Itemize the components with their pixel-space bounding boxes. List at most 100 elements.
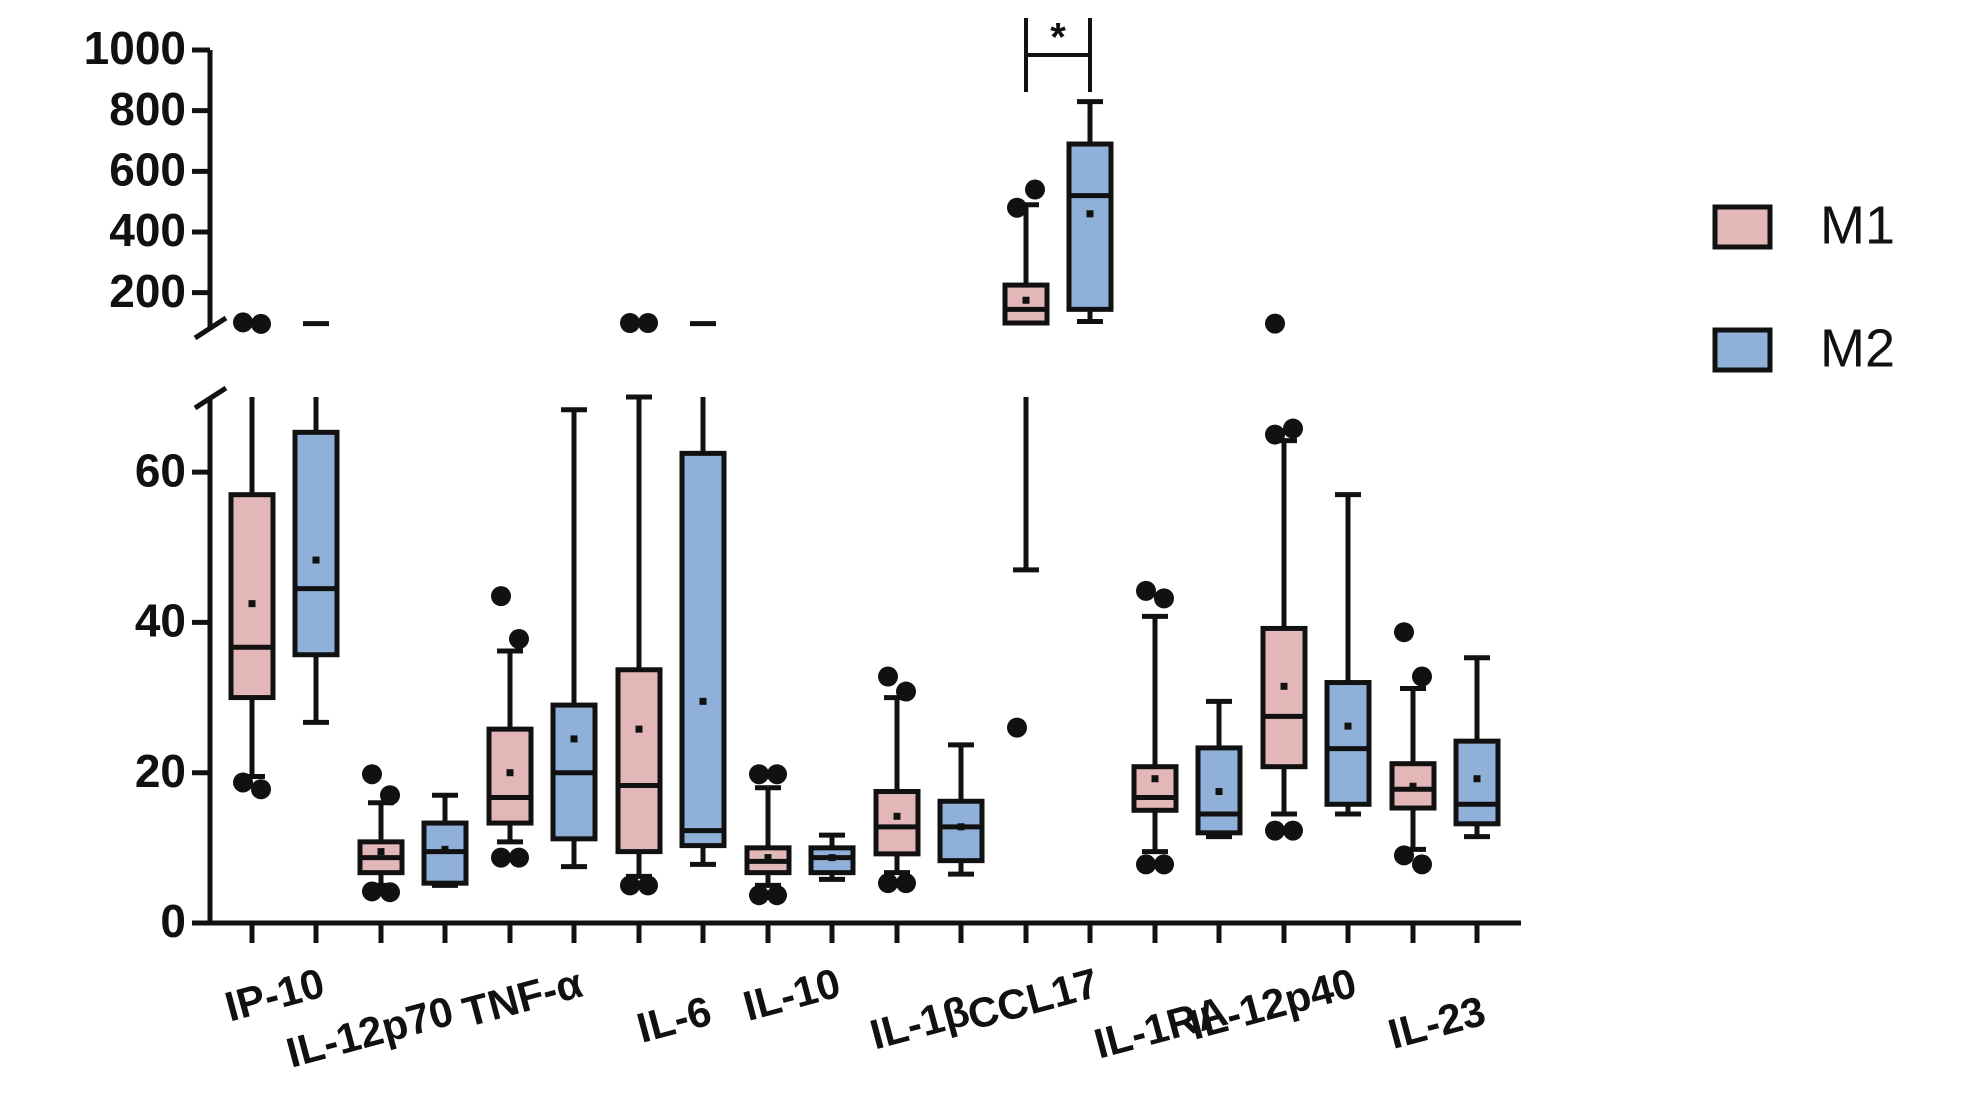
legend: M1 M2: [1712, 195, 1895, 378]
y-tick-label: 1000: [84, 22, 186, 74]
mean: [957, 823, 965, 831]
outlier: [620, 313, 640, 333]
outlier: [251, 779, 271, 800]
y-tick-label: 400: [109, 204, 186, 256]
outlier: [749, 764, 769, 785]
box: [1066, 141, 1114, 312]
outlier: [1007, 197, 1027, 218]
outlier: [380, 785, 400, 806]
legend-swatch: [1712, 327, 1773, 373]
mean: [1022, 296, 1030, 304]
outlier: [1007, 717, 1027, 738]
mean: [1473, 775, 1481, 783]
outlier: [362, 881, 382, 902]
y-tick-label: 600: [109, 143, 186, 195]
box: [937, 798, 985, 864]
box: [679, 450, 727, 849]
outlier: [509, 847, 529, 868]
outlier: [620, 875, 640, 896]
outlier: [896, 873, 916, 894]
y-tick-label: 0: [160, 895, 186, 947]
x-tick-label: CCL17: [963, 959, 1104, 1039]
box: [873, 789, 921, 857]
mean: [699, 697, 707, 705]
outlier: [1412, 666, 1432, 687]
mean: [1409, 782, 1417, 790]
outlier: [767, 764, 787, 785]
x-tick-label: IL-12p40: [1184, 959, 1361, 1049]
outlier: [638, 313, 658, 333]
outlier: [1283, 820, 1303, 841]
box: [808, 845, 856, 876]
axis-break: [193, 385, 228, 411]
outlier: [233, 772, 253, 793]
mean: [441, 845, 449, 853]
significance-label: *: [1050, 16, 1066, 60]
outlier: [509, 628, 529, 649]
mean: [1151, 775, 1159, 783]
x-tick-label: IP-10: [220, 959, 329, 1030]
outlier: [491, 586, 511, 607]
outlier: [1265, 820, 1285, 841]
legend-label: M1: [1820, 195, 1895, 255]
outlier: [767, 885, 787, 906]
x-tick-label: IL-1β: [865, 987, 974, 1058]
significance-bracket: [1024, 18, 1092, 92]
mean: [248, 600, 256, 608]
legend-label: M2: [1820, 318, 1895, 378]
y-tick-label: 800: [109, 83, 186, 135]
outlier: [638, 875, 658, 896]
outlier: [1025, 179, 1045, 200]
outlier: [1394, 845, 1414, 866]
mean: [1344, 722, 1352, 730]
mean: [1280, 682, 1288, 690]
outlier: [1136, 854, 1156, 875]
x-tick-label: IL-23: [1383, 987, 1490, 1058]
outlier: [749, 885, 769, 906]
mean: [312, 556, 320, 564]
box: [228, 492, 276, 701]
outlier: [233, 312, 253, 333]
box: [292, 429, 340, 658]
y-tick-label: 200: [109, 265, 186, 317]
box: [1002, 282, 1050, 326]
outlier: [1154, 854, 1174, 875]
y-tick-label: 40: [135, 595, 186, 647]
mean: [828, 854, 836, 862]
mean: [764, 854, 772, 862]
outlier: [1394, 622, 1414, 643]
outlier: [878, 666, 898, 687]
mean: [635, 725, 643, 733]
outlier: [362, 764, 382, 785]
y-tick-label: 60: [135, 444, 186, 496]
outlier: [1265, 313, 1285, 334]
axis-break: [193, 315, 228, 341]
mean: [377, 848, 385, 856]
mean: [1086, 210, 1094, 218]
x-tick-label: IL-10: [738, 959, 845, 1030]
outlier: [1412, 854, 1432, 875]
legend-swatch: [1712, 204, 1773, 250]
outlier: [1154, 588, 1174, 609]
box: [615, 667, 663, 855]
outlier: [1136, 580, 1156, 601]
box: [1324, 680, 1372, 807]
box: [1453, 738, 1501, 827]
box: [1260, 625, 1308, 770]
outlier: [251, 313, 271, 334]
mean: [1215, 788, 1223, 795]
x-tick-label: IL-6: [632, 987, 716, 1052]
outlier: [1283, 418, 1303, 439]
outlier: [380, 882, 400, 903]
mean: [893, 812, 901, 820]
x-tick-label: TNF-α: [458, 959, 588, 1036]
box: [1131, 764, 1179, 813]
mean: [506, 769, 514, 777]
outlier: [896, 681, 916, 702]
mean: [570, 735, 578, 743]
outlier: [878, 873, 898, 894]
y-tick-label: 20: [135, 745, 186, 797]
outlier: [1265, 424, 1285, 445]
outlier: [491, 847, 511, 868]
